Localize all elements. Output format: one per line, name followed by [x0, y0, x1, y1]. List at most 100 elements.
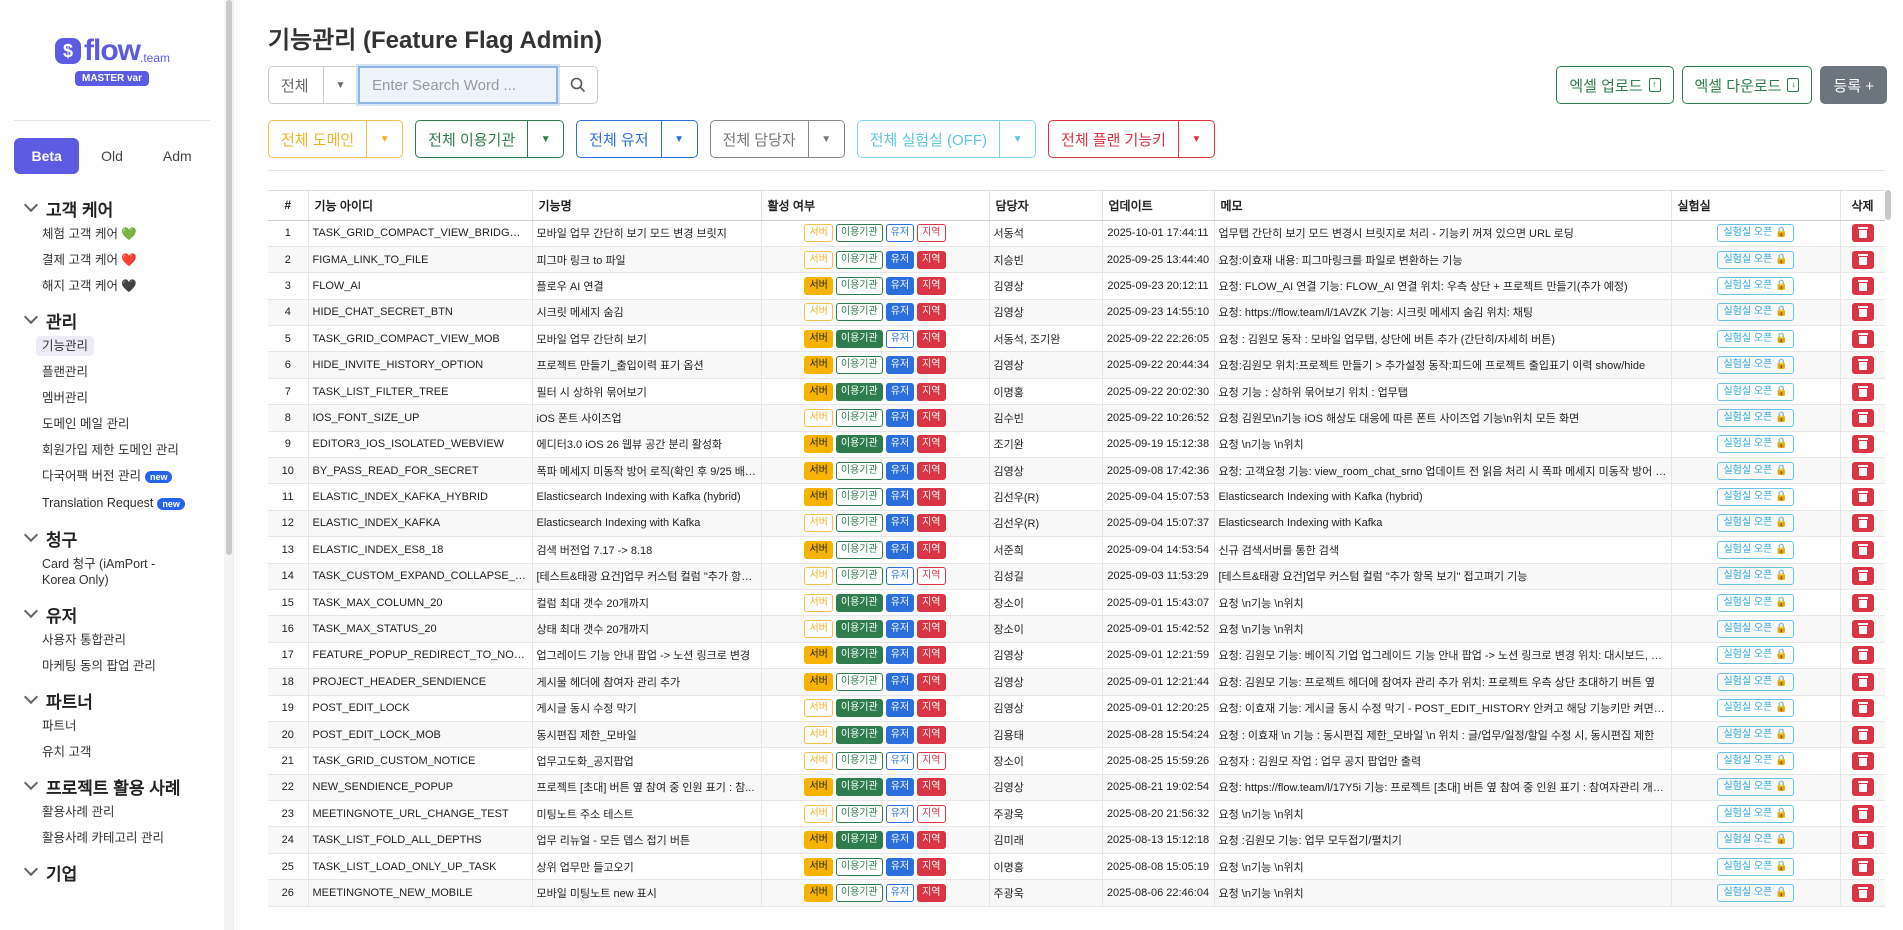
- trash-icon[interactable]: [1851, 699, 1874, 718]
- server-toggle[interactable]: 서버: [804, 514, 833, 533]
- sidebar-item[interactable]: Translation Request new: [22, 490, 222, 517]
- lab-open-button[interactable]: 실험실 오픈 🔒: [1717, 356, 1794, 375]
- user-toggle[interactable]: 유저: [885, 276, 915, 295]
- region-toggle[interactable]: 지역: [917, 382, 946, 401]
- region-toggle[interactable]: 지역: [917, 514, 946, 533]
- feature-id[interactable]: FLOW_AI: [308, 272, 533, 300]
- org-toggle[interactable]: 이용기관: [835, 329, 883, 348]
- user-toggle[interactable]: 유저: [885, 408, 915, 427]
- table-scrollbar-thumb[interactable]: [1885, 190, 1891, 220]
- sidebar-item[interactable]: 마케팅 동의 팝업 관리: [22, 653, 222, 679]
- owner-filter[interactable]: 전체 담당자 ▼: [709, 120, 845, 158]
- trash-icon[interactable]: [1851, 567, 1874, 586]
- trash-icon[interactable]: [1851, 303, 1874, 322]
- org-toggle[interactable]: 이용기관: [835, 672, 883, 691]
- feature-id[interactable]: HIDE_CHAT_SECRET_BTN: [308, 299, 533, 327]
- trash-icon[interactable]: [1851, 408, 1874, 427]
- region-toggle[interactable]: 지역: [917, 752, 946, 770]
- sidebar-item[interactable]: 해지 고객 케어 🖤: [22, 273, 222, 299]
- trash-icon[interactable]: [1851, 224, 1874, 243]
- trash-icon[interactable]: [1851, 752, 1874, 770]
- user-toggle[interactable]: 유저: [885, 567, 915, 586]
- trash-icon[interactable]: [1851, 778, 1874, 797]
- domain-filter-label[interactable]: 전체 도메인: [268, 120, 368, 158]
- org-toggle[interactable]: 이용기관: [835, 303, 883, 322]
- feature-id[interactable]: TASK_GRID_CUSTOM_NOTICE: [308, 747, 533, 775]
- lab-open-button[interactable]: 실험실 오픈 🔒: [1717, 620, 1794, 639]
- server-toggle[interactable]: 서버: [804, 752, 833, 770]
- feature-name[interactable]: 폭파 메세지 미동작 방어 로직(확인 후 9/25 배포...: [532, 457, 762, 485]
- trash-icon[interactable]: [1851, 725, 1874, 744]
- org-toggle[interactable]: 이용기관: [835, 488, 883, 507]
- user-toggle[interactable]: 유저: [885, 329, 915, 348]
- feature-name[interactable]: 시크릿 메세지 숨김: [532, 299, 762, 327]
- server-toggle[interactable]: 서버: [804, 725, 833, 744]
- trash-icon[interactable]: [1851, 514, 1874, 533]
- trash-icon[interactable]: [1851, 883, 1874, 902]
- lab-open-button[interactable]: 실험실 오픈 🔒: [1717, 752, 1794, 770]
- table-row[interactable]: 22 NEW_SENDIENCE_POPUP 프로젝트 [초대] 버튼 옆 참여 중…: [268, 774, 1885, 802]
- lab-filter[interactable]: 전체 실험실 (OFF) ▼: [856, 120, 1037, 158]
- region-toggle[interactable]: 지역: [917, 725, 946, 744]
- org-toggle[interactable]: 이용기관: [835, 778, 883, 797]
- region-toggle[interactable]: 지역: [917, 224, 946, 243]
- lab-open-button[interactable]: 실험실 오픈 🔒: [1717, 593, 1794, 612]
- region-toggle[interactable]: 지역: [917, 250, 946, 269]
- region-toggle[interactable]: 지역: [917, 593, 946, 612]
- region-toggle[interactable]: 지역: [917, 883, 946, 902]
- region-toggle[interactable]: 지역: [917, 329, 946, 348]
- table-row[interactable]: 1 TASK_GRID_COMPACT_VIEW_BRIDGE_MOB 모바일 업무…: [268, 220, 1885, 247]
- lab-open-button[interactable]: 실험실 오픈 🔒: [1717, 567, 1794, 586]
- user-toggle[interactable]: 유저: [885, 699, 915, 718]
- table-row[interactable]: 26 MEETINGNOTE_NEW_MOBILE 모바일 미팅노트 new 표시 서…: [268, 879, 1885, 907]
- search-scope-select[interactable]: 전체: [268, 66, 324, 104]
- region-toggle[interactable]: 지역: [917, 356, 946, 375]
- trash-icon[interactable]: [1851, 620, 1874, 639]
- search-input[interactable]: Enter Search Word ...: [358, 66, 558, 104]
- feature-id[interactable]: ELASTIC_INDEX_KAFKA_HYBRID: [308, 483, 533, 511]
- lab-open-button[interactable]: 실험실 오픈 🔒: [1717, 804, 1794, 823]
- org-filter-label[interactable]: 전체 이용기관: [415, 120, 529, 158]
- org-toggle[interactable]: 이용기관: [835, 752, 883, 770]
- nav-group-header[interactable]: 청구: [22, 525, 222, 551]
- nav-group-header[interactable]: 파트너: [22, 687, 222, 713]
- feature-id[interactable]: FEATURE_POPUP_REDIRECT_TO_NOTION: [308, 642, 533, 670]
- table-row[interactable]: 18 PROJECT_HEADER_SENDIENCE 게시물 헤더에 참여자 관리…: [268, 668, 1885, 696]
- feature-name[interactable]: [테스트&태광 요건]업무 커스텀 컬럼 "추가 항목 ...: [532, 563, 762, 590]
- trash-icon[interactable]: [1851, 540, 1874, 559]
- lab-open-button[interactable]: 실험실 오픈 🔒: [1717, 250, 1794, 269]
- server-toggle[interactable]: 서버: [804, 540, 833, 559]
- org-toggle[interactable]: 이용기관: [835, 540, 883, 559]
- table-row[interactable]: 10 BY_PASS_READ_FOR_SECRET 폭파 메세지 미동작 방어 로…: [268, 457, 1885, 485]
- org-toggle[interactable]: 이용기관: [835, 593, 883, 612]
- nav-group-header[interactable]: 관리: [22, 307, 222, 333]
- feature-id[interactable]: BY_PASS_READ_FOR_SECRET: [308, 457, 533, 485]
- sidebar-item[interactable]: 플랜관리: [22, 359, 222, 385]
- feature-id[interactable]: MEETINGNOTE_URL_CHANGE_TEST: [308, 800, 533, 828]
- server-toggle[interactable]: 서버: [804, 804, 833, 823]
- user-toggle[interactable]: 유저: [885, 857, 915, 876]
- trash-icon[interactable]: [1851, 593, 1874, 612]
- trash-icon[interactable]: [1851, 250, 1874, 269]
- table-row[interactable]: 6 HIDE_INVITE_HISTORY_OPTION 프로젝트 만들기_출입이력…: [268, 351, 1885, 379]
- feature-id[interactable]: ELASTIC_INDEX_KAFKA: [308, 510, 533, 538]
- feature-id[interactable]: TASK_MAX_COLUMN_20: [308, 589, 533, 617]
- region-toggle[interactable]: 지역: [917, 435, 946, 454]
- feature-id[interactable]: FIGMA_LINK_TO_FILE: [308, 246, 533, 274]
- sidebar-item[interactable]: 도메인 메일 관리: [22, 411, 222, 437]
- server-toggle[interactable]: 서버: [804, 883, 833, 902]
- trash-icon[interactable]: [1851, 435, 1874, 454]
- user-toggle[interactable]: 유저: [885, 593, 915, 612]
- user-toggle[interactable]: 유저: [885, 672, 915, 691]
- chevron-down-icon[interactable]: ▼: [1178, 120, 1215, 158]
- sidebar-item[interactable]: 파트너: [22, 713, 222, 739]
- user-filter[interactable]: 전체 유저 ▼: [576, 120, 698, 158]
- lab-open-button[interactable]: 실험실 오픈 🔒: [1717, 435, 1794, 454]
- feature-name[interactable]: 컬럼 최대 갯수 20개까지: [532, 589, 762, 617]
- lab-open-button[interactable]: 실험실 오픈 🔒: [1717, 778, 1794, 797]
- table-row[interactable]: 20 POST_EDIT_LOCK_MOB 동시편집 제한_모바일 서버 이용기관 유저 지…: [268, 721, 1885, 749]
- flow-logo[interactable]: $ flow .team: [55, 34, 170, 68]
- chevron-down-icon[interactable]: ▼: [528, 120, 565, 158]
- table-row[interactable]: 17 FEATURE_POPUP_REDIRECT_TO_NOTION 업그레이드 …: [268, 642, 1885, 670]
- org-toggle[interactable]: 이용기관: [835, 356, 883, 375]
